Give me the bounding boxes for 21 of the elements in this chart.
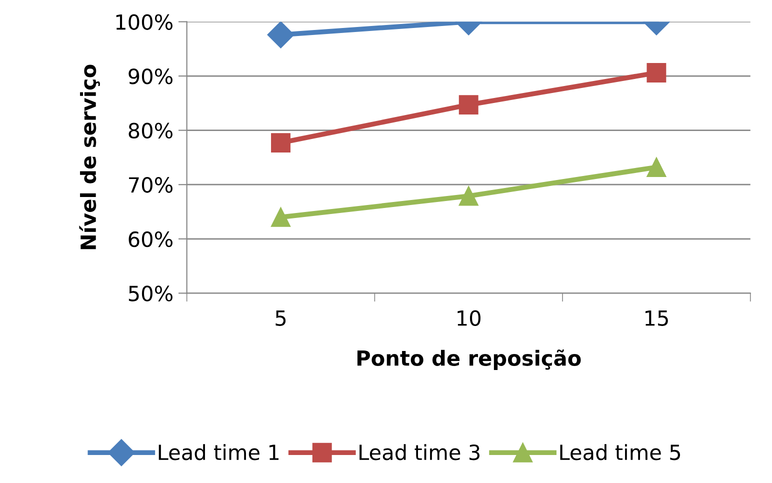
y-tick-label: 70%	[129, 177, 172, 193]
point	[271, 133, 290, 153]
x-tick-label: 5	[276, 310, 286, 326]
point	[646, 63, 666, 82]
point	[646, 158, 666, 177]
point	[458, 186, 478, 206]
y-tick-label: 90%	[128, 68, 172, 84]
legend-label: Lead time 3	[360, 444, 480, 460]
point	[271, 207, 290, 227]
point	[458, 95, 478, 115]
x-tick-label: 15	[645, 310, 668, 326]
y-tick-label: 50%	[128, 286, 172, 302]
y-tick-label: 100%	[116, 14, 172, 30]
y-tick-label: 80%	[128, 122, 172, 139]
y-axis-title: Nível de serviço	[79, 64, 100, 250]
x-tick-label: 10	[458, 310, 480, 326]
x-axis-title: Ponto de reposição	[357, 349, 581, 370]
y-tick-label: 60%	[128, 231, 172, 248]
point	[267, 22, 294, 48]
legend-label: Lead time 5	[560, 444, 680, 460]
legend-label: Lead time 1	[158, 444, 279, 460]
